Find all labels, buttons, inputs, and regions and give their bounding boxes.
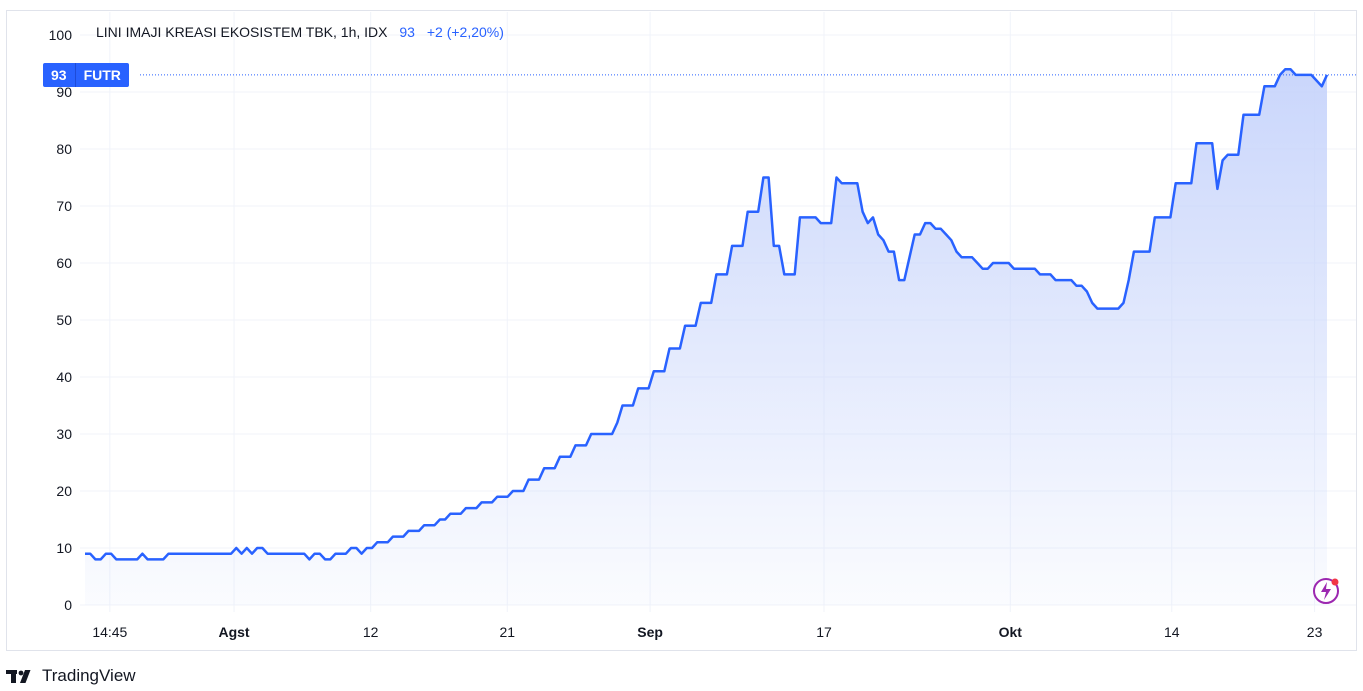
y-tick-label: 10 xyxy=(56,540,72,556)
x-tick-label: 12 xyxy=(363,624,379,640)
lightning-icon[interactable] xyxy=(1311,575,1341,605)
y-tick-label: 30 xyxy=(56,426,72,442)
x-tick-label: 14 xyxy=(1164,624,1180,640)
price-tag-divider xyxy=(74,62,76,87)
y-tick-label: 50 xyxy=(56,312,72,328)
area-fill xyxy=(85,69,1327,605)
last-price-tag: 93 FUTR xyxy=(43,62,129,87)
y-tick-label: 90 xyxy=(56,84,72,100)
legend-last-price: 93 xyxy=(399,24,415,40)
tradingview-logo-icon xyxy=(6,670,31,683)
area-path xyxy=(85,69,1327,605)
y-tick-label: 60 xyxy=(56,255,72,271)
x-tick-label: 21 xyxy=(499,624,515,640)
chart-legend[interactable]: LINI IMAJI KREASI EKOSISTEM TBK, 1h, IDX… xyxy=(96,24,504,40)
y-tick-label: 0 xyxy=(64,597,72,613)
y-tick-label: 40 xyxy=(56,369,72,385)
x-tick-label: 17 xyxy=(816,624,832,640)
legend-symbol: LINI IMAJI KREASI EKOSISTEM TBK, 1h, IDX xyxy=(96,24,388,40)
y-tick-label: 70 xyxy=(56,198,72,214)
x-axis[interactable]: 14:45 Agst 12 21 Sep 17 Okt 14 23 xyxy=(92,624,1322,640)
branding[interactable]: TradingView xyxy=(6,666,136,686)
x-tick-label: Agst xyxy=(218,624,249,640)
y-tick-label: 80 xyxy=(56,141,72,157)
price-line-layer xyxy=(85,67,1356,561)
price-tag-ticker: FUTR xyxy=(83,66,121,83)
y-tick-label: 20 xyxy=(56,483,72,499)
brand-name: TradingView xyxy=(42,666,136,685)
y-tick-label: 100 xyxy=(49,27,73,43)
x-tick-label: Sep xyxy=(637,624,663,640)
x-tick-label: 23 xyxy=(1307,624,1323,640)
price-tag-value: 93 xyxy=(51,66,67,83)
price-line[interactable] xyxy=(85,67,1329,561)
y-axis[interactable]: 0 10 20 30 40 50 60 70 80 90 100 xyxy=(49,27,73,613)
legend-change: +2 (+2,20%) xyxy=(426,24,504,40)
x-tick-label: 14:45 xyxy=(92,624,127,640)
x-tick-label: Okt xyxy=(999,624,1023,640)
